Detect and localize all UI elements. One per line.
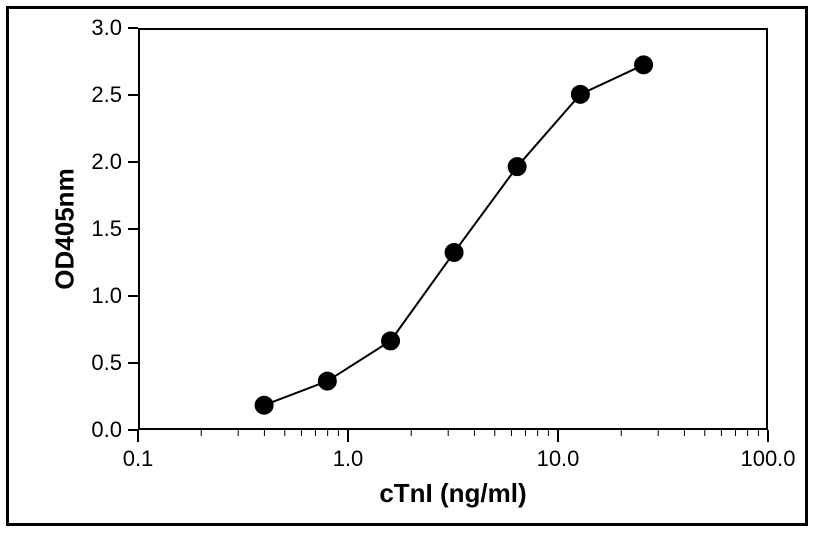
x-tick-label: 10.0 <box>537 446 580 472</box>
y-tick-label: 2.0 <box>91 149 122 175</box>
y-axis-label: OD405nm <box>50 168 81 289</box>
y-tick-label: 2.5 <box>91 82 122 108</box>
y-tick-label: 1.5 <box>91 216 122 242</box>
x-tick-label: 100.0 <box>740 446 795 472</box>
y-tick-label: 0.0 <box>91 417 122 443</box>
x-axis-label: cTnI (ng/ml) <box>379 478 526 509</box>
x-tick-label: 1.0 <box>333 446 364 472</box>
chart-frame: 0.1 1.0 10.0 100.0 0.0 0.5 1.0 1.5 2.0 2.5 3.0 cT… <box>0 0 814 533</box>
x-tick-label: 0.1 <box>123 446 154 472</box>
y-tick-label: 3.0 <box>91 15 122 41</box>
y-tick-label: 1.0 <box>91 283 122 309</box>
y-tick-label: 0.5 <box>91 350 122 376</box>
